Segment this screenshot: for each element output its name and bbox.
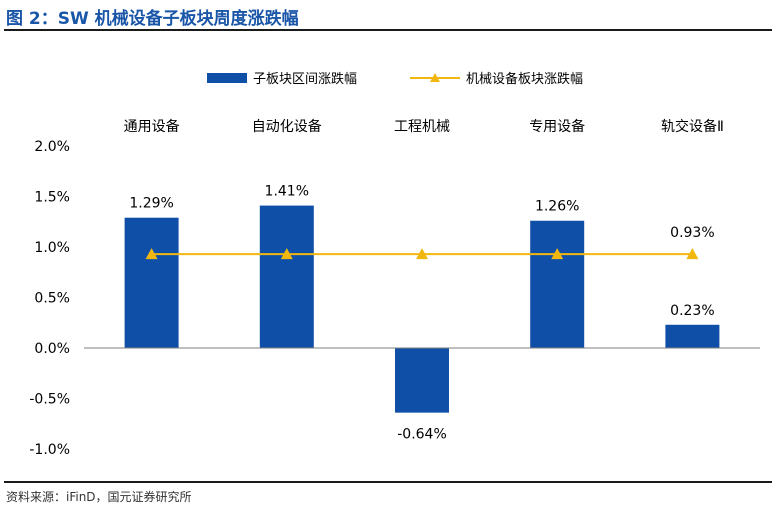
- y-tick-label: 1.0%: [34, 240, 70, 256]
- line-marker: [551, 248, 564, 260]
- bar: [259, 205, 314, 348]
- legend: 子板块区间涨跌幅 机械设备板块涨跌幅: [207, 71, 583, 87]
- y-tick-label: 0.5%: [34, 291, 70, 307]
- category-label: 通用设备: [124, 118, 180, 135]
- bar-data-label: -0.64%: [397, 427, 447, 443]
- average-line: [145, 248, 699, 260]
- bar: [665, 324, 720, 348]
- category-label: 专用设备: [529, 118, 585, 135]
- bar: [530, 220, 585, 348]
- line-data-label: 0.93%: [670, 225, 714, 241]
- figure-title: 图 2：SW 机械设备子板块周度涨跌幅: [6, 9, 299, 29]
- y-tick-label: -0.5%: [29, 392, 70, 408]
- bar-data-label: 0.23%: [670, 303, 714, 319]
- legend-swatch-bar: [207, 73, 247, 83]
- data-labels: 1.29% 1.41% -0.64% 1.26% 0.23% 0.93%: [129, 184, 714, 443]
- top-rule: [4, 29, 772, 31]
- bar: [124, 217, 179, 348]
- category-label: 工程机械: [394, 119, 450, 135]
- y-tick-label: 2.0%: [34, 139, 70, 155]
- line-marker: [145, 248, 158, 260]
- category-labels: 通用设备 自动化设备 工程机械 专用设备 轨交设备Ⅱ: [124, 118, 724, 135]
- legend-marker-triangle: [430, 73, 440, 82]
- category-label: 自动化设备: [252, 118, 322, 135]
- bar-data-label: 1.26%: [535, 199, 579, 215]
- y-tick-label: -1.0%: [29, 442, 70, 458]
- source-note: 资料来源：iFinD，国元证券研究所: [6, 490, 192, 504]
- y-tick-label: 1.5%: [34, 190, 70, 206]
- chart: 子板块区间涨跌幅 机械设备板块涨跌幅 通用设备 自动化设备 工程机械 专用设备 轨交设备Ⅱ…: [29, 71, 760, 458]
- bars: [124, 205, 720, 413]
- category-label: 轨交设备Ⅱ: [661, 118, 724, 135]
- line-marker: [280, 248, 293, 260]
- bar-data-label: 1.41%: [265, 184, 309, 200]
- legend-label-line: 机械设备板块涨跌幅: [466, 71, 583, 87]
- bottom-rule: [4, 481, 772, 483]
- bar-data-label: 1.29%: [129, 196, 173, 212]
- line-marker: [416, 248, 428, 260]
- bar: [395, 348, 449, 413]
- y-axis: -1.0% -0.5% 0.0% 0.5% 1.0% 1.5% 2.0%: [29, 139, 70, 458]
- line-marker: [686, 248, 699, 260]
- legend-label-bar: 子板块区间涨跌幅: [253, 71, 357, 87]
- y-tick-label: 0.0%: [34, 341, 70, 357]
